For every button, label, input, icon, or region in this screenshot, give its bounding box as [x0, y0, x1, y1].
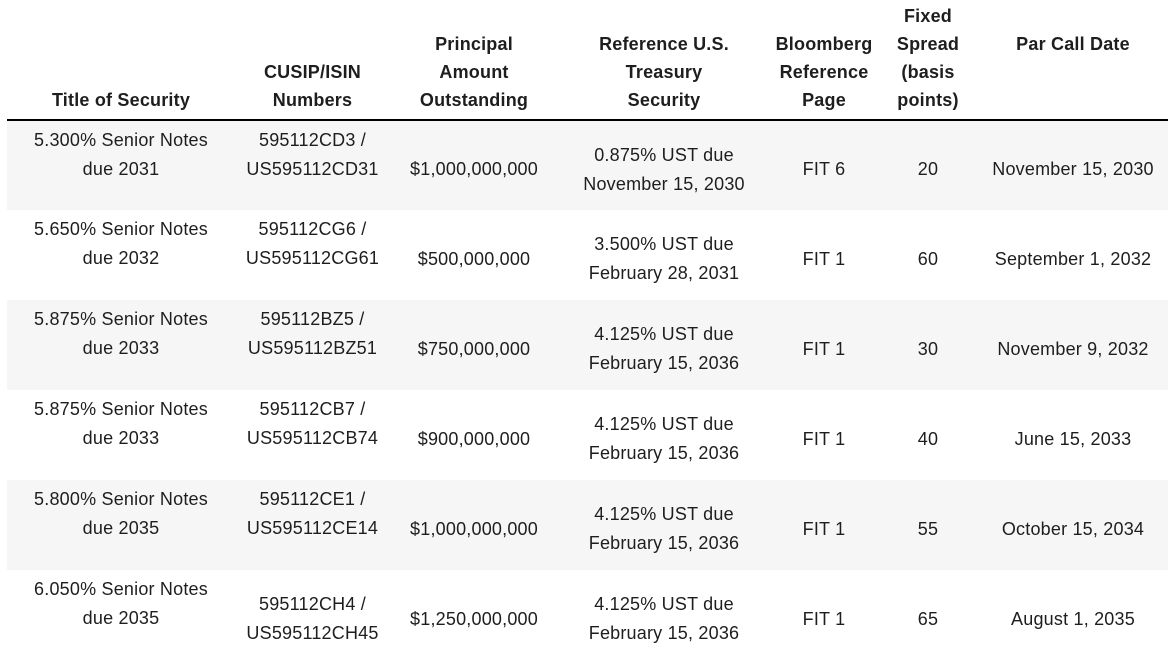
cell-reference-treasury: 4.125% UST due February 15, 2036	[588, 594, 740, 643]
cell-fixed-spread: 60	[917, 248, 939, 269]
cell-fixed-spread: 30	[917, 338, 939, 359]
cell-bloomberg-page: FIT 1	[802, 608, 846, 629]
cell-principal-amount: $750,000,000	[417, 338, 531, 359]
cell-principal-amount: $1,250,000,000	[410, 608, 538, 629]
cell-par-call-date: November 9, 2032	[997, 338, 1149, 359]
cell-fixed-spread: 55	[917, 518, 939, 539]
table-row: 5.300% Senior Notes due 2031 595112CD3 /…	[7, 120, 1168, 210]
cell-title-of-security: 5.875% Senior Notes due 2033	[34, 309, 208, 358]
cell-bloomberg-page: FIT 1	[802, 338, 846, 359]
cell-cusip-isin: 595112CD3 / US595112CD31	[246, 129, 379, 179]
cell-par-call-date: September 1, 2032	[994, 248, 1152, 269]
cell-reference-treasury: 4.125% UST due February 15, 2036	[588, 324, 740, 373]
header-par-call-date: Par Call Date	[978, 0, 1168, 121]
cell-reference-treasury: 4.125% UST due February 15, 2036	[588, 414, 740, 463]
cell-bloomberg-page: FIT 1	[802, 248, 846, 269]
cell-bloomberg-page: FIT 1	[802, 428, 846, 449]
table-row: 5.875% Senior Notes due 2033 595112BZ5 /…	[7, 300, 1168, 390]
cell-fixed-spread: 40	[917, 428, 939, 449]
header-cusip-isin-numbers: CUSIP/ISIN Numbers	[235, 0, 390, 121]
header-row: Title of Security CUSIP/ISIN Numbers Pri…	[7, 0, 1168, 121]
cell-par-call-date: November 15, 2030	[992, 159, 1154, 179]
cell-par-call-date: August 1, 2035	[1011, 608, 1135, 629]
cell-principal-amount: $1,000,000,000	[410, 518, 538, 539]
cell-title-of-security: 5.300% Senior Notes due 2031	[34, 129, 208, 179]
cell-title-of-security: 5.875% Senior Notes due 2033	[34, 399, 208, 448]
cell-bloomberg-page: FIT 6	[802, 159, 846, 179]
cell-par-call-date: October 15, 2034	[1001, 518, 1145, 539]
cell-reference-treasury: 4.125% UST due February 15, 2036	[588, 504, 740, 553]
header-reference-us-treasury-security: Reference U.S. Treasury Security	[558, 0, 770, 121]
cell-cusip-isin: 595112CE1 / US595112CE14	[246, 489, 379, 538]
securities-pricing-table: Title of Security CUSIP/ISIN Numbers Pri…	[7, 0, 1168, 660]
cell-principal-amount: $1,000,000,000	[410, 159, 538, 179]
cell-fixed-spread: 65	[917, 608, 939, 629]
cell-cusip-isin: 595112BZ5 / US595112BZ51	[247, 309, 378, 358]
table-row: 5.875% Senior Notes due 2033 595112CB7 /…	[7, 390, 1168, 480]
cell-principal-amount: $500,000,000	[417, 248, 531, 269]
cell-cusip-isin: 595112CH4 / US595112CH45	[246, 594, 379, 643]
header-fixed-spread-basis-points: Fixed Spread (basis points)	[878, 0, 978, 121]
header-bloomberg-reference-page: Bloomberg Reference Page	[770, 0, 878, 121]
cell-par-call-date: June 15, 2033	[1014, 428, 1132, 449]
cell-reference-treasury: 0.875% UST due November 15, 2030	[583, 144, 745, 194]
cell-cusip-isin: 595112CG6 / US595112CG61	[245, 219, 380, 268]
header-title-of-security: Title of Security	[7, 0, 235, 121]
cell-cusip-isin: 595112CB7 / US595112CB74	[246, 399, 379, 448]
table-row: 6.050% Senior Notes due 2035 595112CH4 /…	[7, 570, 1168, 660]
table-row: 5.650% Senior Notes due 2032 595112CG6 /…	[7, 210, 1168, 300]
cell-fixed-spread: 20	[917, 159, 939, 179]
cell-principal-amount: $900,000,000	[417, 428, 531, 449]
cell-bloomberg-page: FIT 1	[802, 518, 846, 539]
table-row: 5.800% Senior Notes due 2035 595112CE1 /…	[7, 480, 1168, 570]
cell-reference-treasury: 3.500% UST due February 28, 2031	[588, 234, 740, 283]
cell-title-of-security: 6.050% Senior Notes due 2035	[34, 579, 208, 628]
header-principal-amount-outstanding: Principal Amount Outstanding	[390, 0, 558, 121]
cell-title-of-security: 5.800% Senior Notes due 2035	[34, 489, 208, 538]
cell-title-of-security: 5.650% Senior Notes due 2032	[34, 219, 208, 268]
